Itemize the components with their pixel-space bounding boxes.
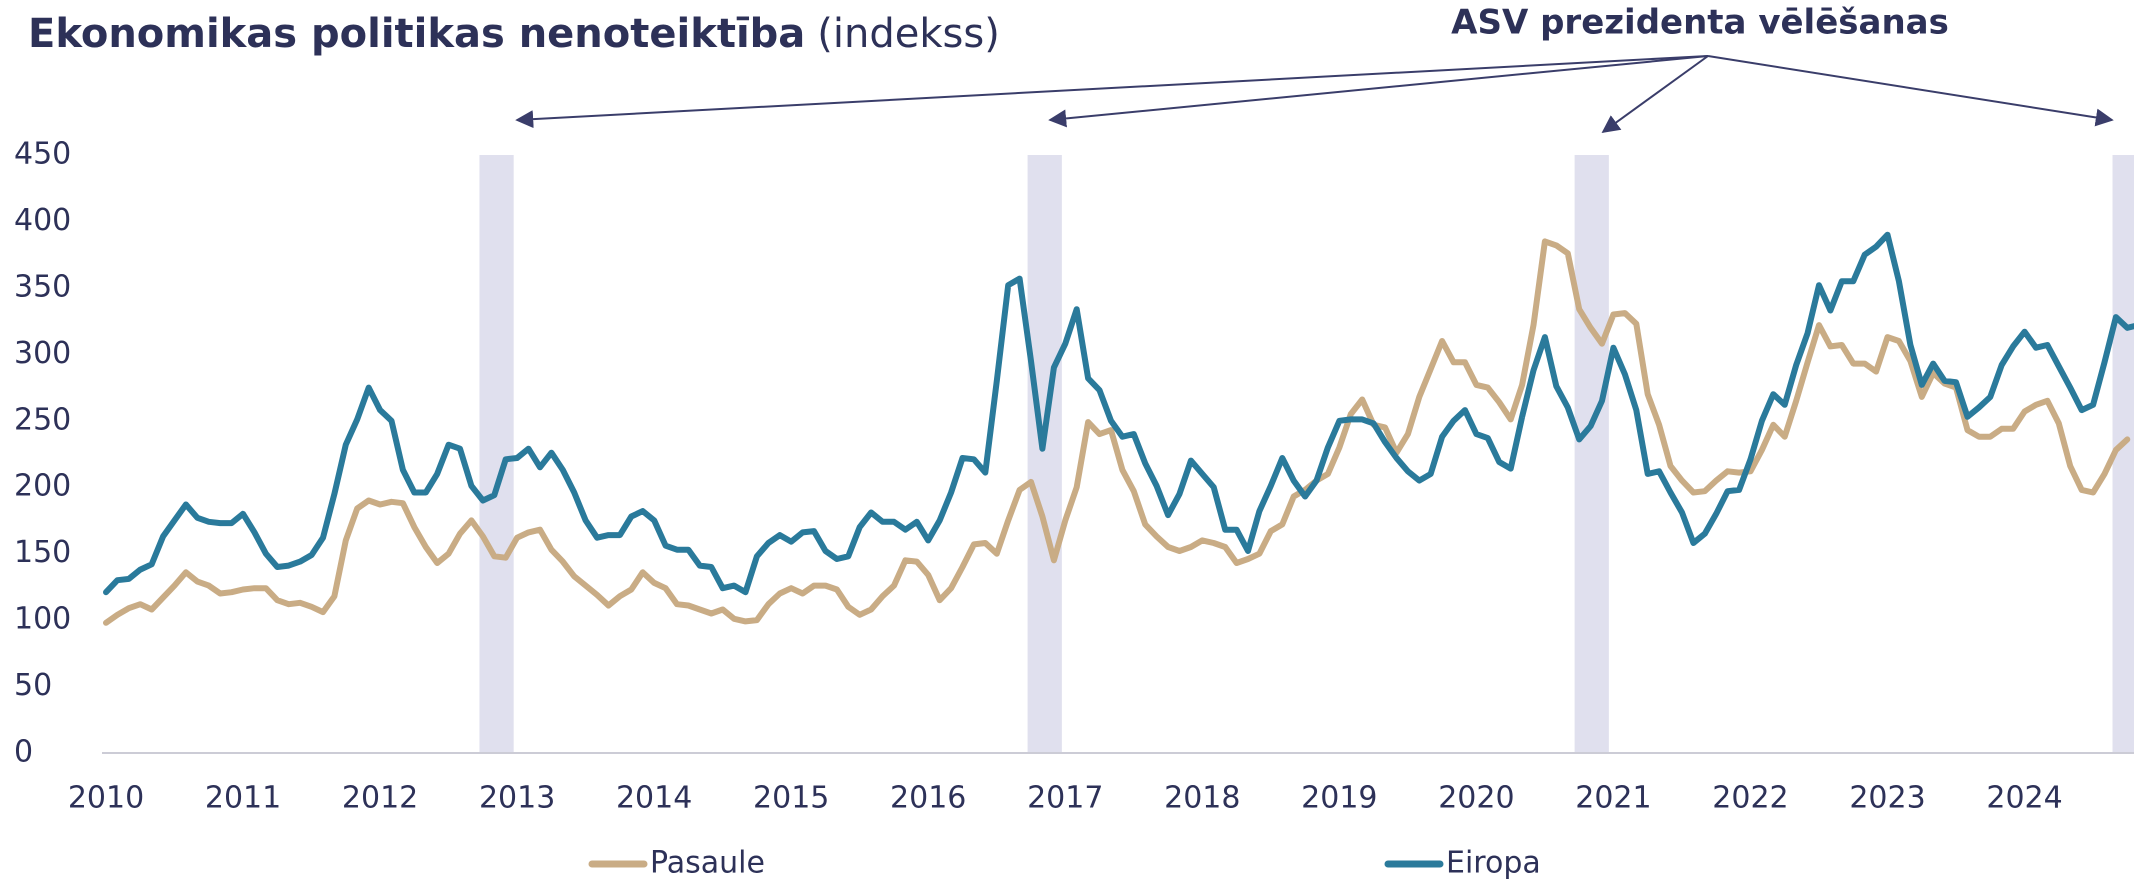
y-tick-label: 100 (14, 602, 71, 637)
election-band (2112, 155, 2134, 753)
annotation: ASV prezidenta vēlēšanas (1451, 3, 1949, 43)
x-tick-label: 2010 (68, 781, 144, 816)
x-tick-label: 2015 (753, 781, 829, 816)
y-tick-label: 0 (14, 735, 33, 770)
x-tick-label: 2019 (1301, 781, 1377, 816)
x-tick-label: 2017 (1027, 781, 1103, 816)
x-tick-label: 2011 (205, 781, 281, 816)
election-band (479, 155, 514, 753)
annotation-arrows (515, 55, 2114, 134)
x-tick-label: 2013 (479, 781, 555, 816)
y-tick-label: 450 (14, 137, 71, 172)
x-tick-label: 2014 (616, 781, 692, 816)
series-line (103, 238, 2131, 626)
y-tick-label: 350 (14, 269, 71, 304)
legend-label: Pasaule (650, 846, 765, 881)
arrow (1048, 55, 1709, 128)
arrow (1707, 55, 2114, 127)
series-line (103, 231, 2134, 596)
election-band (1574, 155, 1609, 753)
election-band (1027, 155, 1062, 753)
y-tick-label: 400 (14, 203, 71, 238)
x-tick-label: 2020 (1438, 781, 1514, 816)
chart-title: Ekonomikas politikas nenoteiktība (indeks… (28, 11, 1000, 57)
legend-label: Eiropa (1446, 846, 1541, 881)
x-tick-label: 2023 (1849, 781, 1925, 816)
x-tick-label: 2022 (1712, 781, 1788, 816)
x-tick-label: 2021 (1575, 781, 1651, 816)
x-tick-label: 2012 (342, 781, 418, 816)
title: Ekonomikas politikas nenoteiktība (28, 11, 805, 57)
arrow (515, 55, 1709, 129)
y-tick-label: 200 (14, 469, 71, 504)
x-tick-label: 2024 (1986, 781, 2062, 816)
x-tick-label: 2016 (890, 781, 966, 816)
subtitle: (indekss) (817, 11, 1000, 57)
y-tick-label: 50 (14, 668, 52, 703)
y-tick-label: 250 (14, 402, 71, 437)
y-tick-label: 300 (14, 336, 71, 371)
arrow (1601, 55, 1709, 134)
y-tick-label: 150 (14, 535, 71, 570)
x-tick-label: 2018 (1164, 781, 1240, 816)
